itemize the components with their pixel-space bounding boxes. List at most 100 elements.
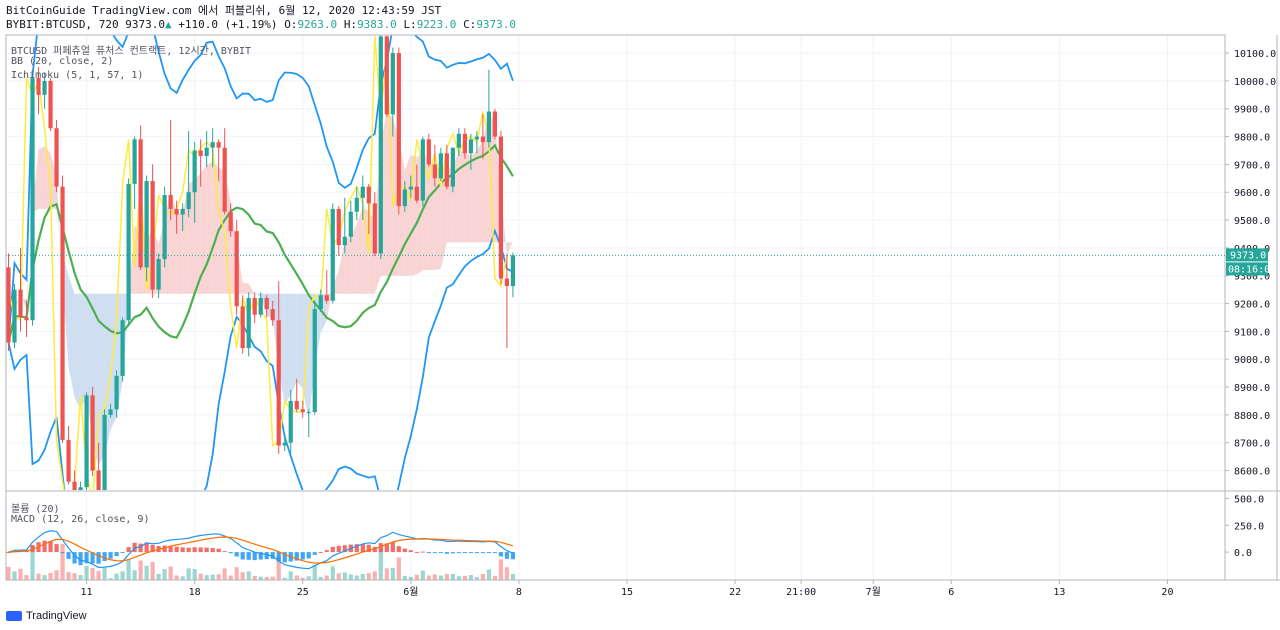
- candle-body: [72, 481, 77, 490]
- macd-histogram-bar: [264, 552, 269, 560]
- volume-bar: [72, 573, 77, 580]
- candle-body: [210, 142, 215, 148]
- low-label: L:: [403, 18, 417, 31]
- legend-volume[interactable]: 볼륨 (20): [11, 504, 60, 515]
- macd-histogram-bar: [414, 551, 419, 553]
- candle-body: [168, 195, 173, 209]
- kumo-segment: [404, 154, 411, 276]
- candle-body: [198, 150, 203, 157]
- candle-body: [156, 259, 161, 290]
- candle-body: [288, 400, 293, 443]
- open-value: 9263.0: [297, 18, 338, 31]
- candle-body: [456, 133, 461, 148]
- legend-macd[interactable]: MACD (12, 26, close, 9): [11, 514, 150, 525]
- candle-body: [174, 208, 179, 215]
- macd-histogram-bar: [510, 552, 516, 560]
- volume-bar: [480, 573, 485, 580]
- legend-bb[interactable]: BB (20, close, 2): [11, 56, 114, 67]
- volume-bar: [12, 571, 17, 580]
- price-tick-label: 9800.0: [1234, 133, 1270, 144]
- kumo-segment: [242, 282, 249, 294]
- tradingview-logo-icon: [6, 611, 22, 621]
- footer-brand[interactable]: TradingView: [6, 610, 87, 622]
- volume-bar: [114, 573, 119, 580]
- volume-bar: [306, 576, 311, 580]
- volume-bar: [30, 546, 35, 580]
- volume-bar: [18, 568, 23, 580]
- kumo-segment: [506, 241, 513, 255]
- macd-histogram-bar: [486, 552, 491, 554]
- kumo-segment: [362, 206, 369, 294]
- candle-body: [372, 203, 377, 254]
- oscillator-pane: [6, 530, 516, 580]
- candle-body: [264, 297, 269, 310]
- macd-histogram-bar: [168, 545, 173, 553]
- volume-bar: [378, 549, 383, 580]
- macd-histogram-bar: [312, 552, 317, 555]
- macd-histogram-bar: [66, 552, 71, 559]
- volume-bar: [48, 572, 53, 580]
- candle-body: [498, 136, 504, 279]
- time-tick-label: 21:00: [786, 587, 816, 598]
- macd-histogram-bar: [426, 552, 431, 554]
- legend-ichimoku[interactable]: Ichimoku (5, 1, 57, 1): [11, 70, 144, 81]
- candle-body: [90, 395, 95, 471]
- kumo-segment: [284, 293, 291, 406]
- macd-histogram-bar: [324, 550, 329, 553]
- price-tick-label: 8800.0: [1234, 411, 1270, 422]
- kumo-segment: [248, 283, 255, 294]
- candle-body: [162, 195, 167, 260]
- volume-bar: [174, 575, 179, 580]
- macd-histogram-bar: [108, 552, 113, 559]
- price-change: +110.0 (+1.19%): [178, 18, 278, 31]
- kumo-segment: [194, 172, 201, 294]
- footer-brand-label: TradingView: [26, 610, 87, 622]
- macd-histogram-bar: [60, 552, 65, 554]
- macd-histogram-bar: [162, 545, 167, 553]
- volume-bar: [438, 575, 443, 580]
- price-tick-label: 8900.0: [1234, 383, 1270, 394]
- bb-basis-line: [7, 143, 514, 343]
- time-tick-label: 8: [516, 587, 522, 598]
- time-tag-box: [1226, 262, 1268, 276]
- legend-main-title[interactable]: BTCUSD 퍼페츄얼 퓨처스 컨트랙트, 12시간, BYBIT: [11, 46, 252, 57]
- time-tick-label: 25: [297, 587, 309, 598]
- volume-bar: [168, 566, 173, 580]
- volume-bar: [108, 578, 113, 580]
- volume-bar: [384, 568, 389, 580]
- candle-body: [444, 153, 449, 187]
- macd-histogram-bar: [306, 552, 311, 559]
- candle-body: [360, 186, 365, 198]
- macd-histogram-bar: [180, 547, 185, 553]
- macd-histogram-bar: [192, 547, 197, 553]
- candle-body: [348, 211, 353, 237]
- volume-bar: [408, 576, 413, 580]
- volume-bar: [426, 575, 431, 580]
- candle-body: [432, 164, 437, 179]
- macd-histogram-bar: [462, 552, 467, 554]
- macd-histogram-bar: [378, 543, 383, 553]
- candle-body: [42, 80, 47, 95]
- price-tag-box: [1226, 248, 1268, 262]
- candle-body: [318, 295, 323, 310]
- volume-bar: [264, 576, 269, 580]
- high-label: H:: [343, 18, 358, 31]
- kumo-segment: [38, 146, 45, 209]
- kumo-segment: [290, 293, 297, 395]
- macd-histogram-bar: [174, 546, 179, 553]
- time-tag-text: 08:16:02: [1228, 264, 1276, 275]
- volume-bar: [192, 569, 197, 580]
- volume-bar: [336, 573, 341, 580]
- symbol-label[interactable]: BYBIT:BTCUSD, 720: [6, 18, 119, 31]
- candle-body: [24, 317, 29, 321]
- volume-bar: [486, 569, 491, 580]
- time-tick-label: 15: [621, 587, 633, 598]
- volume-bar: [54, 570, 59, 580]
- volume-bar: [258, 576, 263, 580]
- candle-body: [276, 320, 281, 446]
- macd-histogram-bar: [354, 544, 359, 553]
- kumo-segment: [68, 275, 75, 398]
- kumo-segment: [440, 167, 447, 269]
- candle-body: [492, 111, 498, 137]
